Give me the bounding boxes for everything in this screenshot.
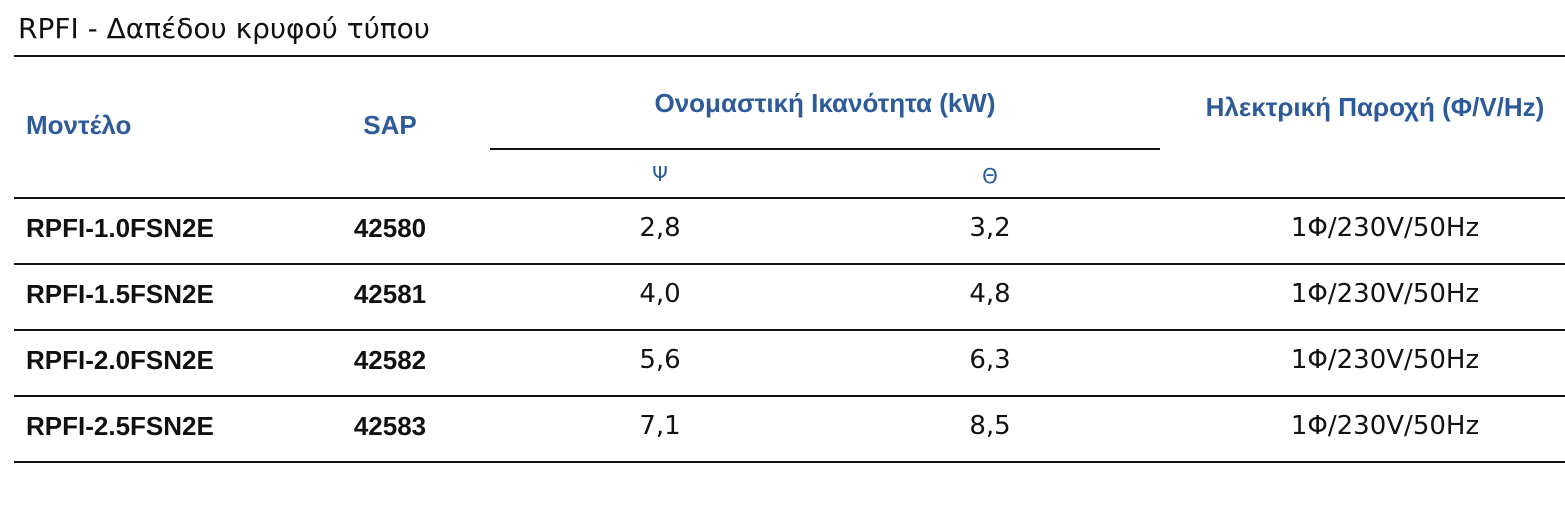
cell: 3,2	[969, 213, 1011, 243]
rule	[14, 329, 1565, 331]
cell: 42582	[353, 345, 427, 375]
rule	[14, 395, 1565, 397]
cell: 1Φ/230V/50Hz	[1290, 213, 1480, 243]
subheader: Θ	[982, 164, 998, 188]
subheader: Ψ	[652, 162, 668, 186]
cell: 4,8	[969, 279, 1011, 309]
cell: 4,0	[639, 279, 681, 309]
cell: 42583	[353, 411, 427, 441]
rule	[14, 263, 1565, 265]
rule	[14, 55, 1565, 57]
header: SAP	[363, 110, 417, 140]
header: Ονομαστική Ικανότητα (kW)	[654, 88, 996, 118]
cell: RPFI-1.5FSN2E	[26, 279, 214, 309]
rule	[14, 197, 1565, 199]
header: Ηλεκτρική Παροχή (Φ/V/Hz)	[1205, 92, 1545, 122]
cell: RPFI-1.0FSN2E	[26, 213, 214, 243]
cell: 1Φ/230V/50Hz	[1290, 279, 1480, 309]
header: Μοντέλο	[26, 110, 132, 140]
cell: 6,3	[969, 345, 1011, 375]
rule	[490, 148, 1160, 150]
cell: 1Φ/230V/50Hz	[1290, 345, 1480, 375]
cell: 8,5	[969, 411, 1011, 441]
cell: 2,8	[639, 213, 681, 243]
cell: RPFI-2.5FSN2E	[26, 411, 214, 441]
title: RPFI - Δαπέδου κρυφού τύπου	[18, 12, 431, 45]
rule	[14, 461, 1565, 463]
cell: 1Φ/230V/50Hz	[1290, 411, 1480, 441]
cell: 5,6	[639, 345, 681, 375]
cell: 7,1	[639, 411, 681, 441]
cell: RPFI-2.0FSN2E	[26, 345, 214, 375]
cell: 42581	[353, 279, 427, 309]
cell: 42580	[353, 213, 427, 243]
